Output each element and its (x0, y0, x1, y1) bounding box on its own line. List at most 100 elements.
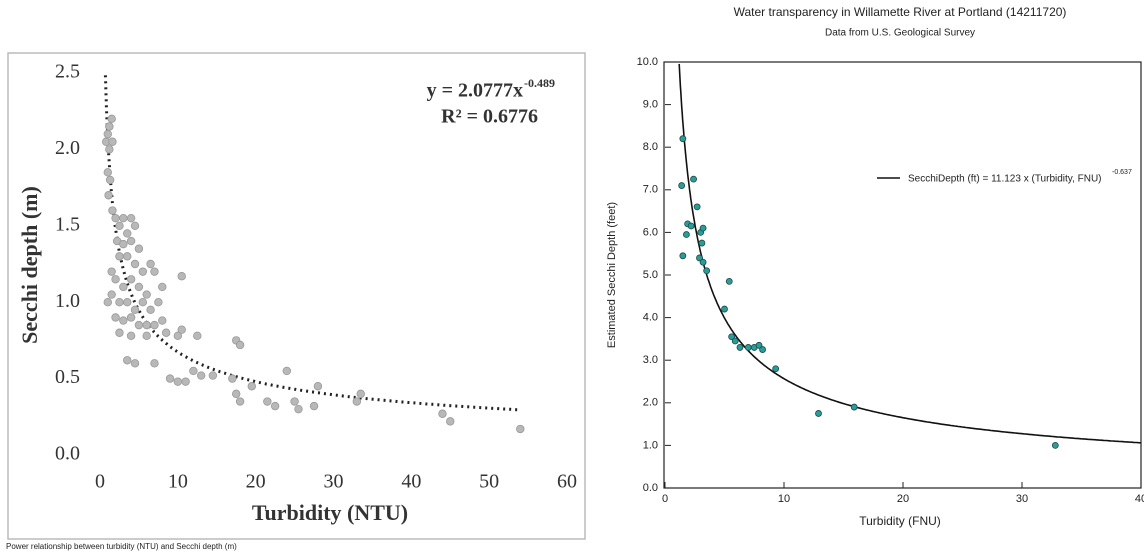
data-point (111, 275, 120, 284)
data-point (721, 305, 728, 313)
data-point (516, 424, 525, 434)
data-point (698, 239, 706, 247)
data-point (693, 203, 701, 211)
r-squared: R² = 0.6776 (441, 106, 538, 128)
plot-frame (663, 61, 1142, 489)
data-point (290, 397, 299, 406)
data-point (142, 331, 151, 341)
data-point (107, 290, 116, 299)
data-point (196, 371, 206, 380)
data-point (699, 258, 707, 266)
y-tick-label: 3.0 (643, 354, 658, 366)
data-point (772, 365, 780, 373)
data-point (111, 213, 120, 223)
data-point (313, 382, 323, 391)
x-tick-label: 0 (95, 471, 105, 493)
y-tick-label: 0.5 (55, 366, 80, 388)
data-point (146, 259, 155, 269)
data-point (115, 252, 124, 261)
data-point (235, 340, 245, 350)
data-point (703, 267, 711, 275)
data-point (150, 320, 159, 330)
data-point (158, 316, 167, 325)
data-point (161, 328, 171, 337)
data-point (309, 401, 319, 411)
y-tick-label: 8.0 (643, 141, 658, 153)
data-point (247, 382, 256, 391)
x-tick-label: 40 (1135, 493, 1144, 505)
x-tick-label: 30 (1016, 493, 1028, 505)
y-axis-label: Secchi depth (m) (17, 186, 42, 344)
data-point (173, 331, 183, 341)
y-tick-label: 1.0 (55, 290, 80, 312)
data-point (119, 282, 128, 292)
x-tick-label: 20 (897, 493, 909, 505)
data-point (126, 213, 136, 223)
data-point (150, 267, 159, 276)
data-point (123, 252, 132, 261)
data-point (107, 267, 116, 276)
data-point (105, 145, 114, 154)
y-tick-label: 2.0 (55, 137, 80, 159)
data-point (154, 298, 163, 307)
fit-curve (678, 63, 1142, 444)
data-point (126, 236, 136, 246)
data-point (177, 272, 186, 281)
data-point (108, 206, 117, 215)
data-point (134, 320, 144, 330)
x-tick-label: 50 (479, 471, 499, 493)
y-tick-label: 9.0 (643, 99, 658, 111)
x-tick-label: 10 (778, 493, 790, 505)
data-point (744, 344, 752, 351)
data-point (173, 377, 183, 386)
x-axis-label: Turbidity (NTU) (252, 500, 408, 525)
x-tick-label: 20 (246, 471, 266, 493)
data-point (111, 313, 120, 322)
chart-subtitle: Data from U.S. Geological Survey (825, 28, 975, 39)
data-point (699, 224, 707, 232)
data-point (115, 328, 124, 337)
data-point (142, 320, 151, 330)
data-point (103, 129, 112, 139)
data-point (123, 229, 132, 238)
data-point (356, 389, 365, 399)
data-point (294, 404, 303, 414)
equation-exponent: -0.489 (524, 76, 555, 90)
y-axis-label: Estimated Secchi Depth (feet) (606, 202, 618, 348)
data-point (731, 337, 739, 345)
chart-title: Water transparency in Willamette River a… (734, 5, 1067, 19)
data-point (282, 366, 291, 376)
y-tick-label: 0.0 (55, 443, 80, 465)
data-point (263, 397, 272, 406)
data-point (189, 366, 198, 376)
data-point (208, 371, 218, 380)
data-point (232, 389, 241, 399)
fit-curve (103, 75, 520, 412)
x-axis-label: Turbidity (FNU) (859, 514, 941, 528)
data-point (103, 298, 112, 307)
data-point (1051, 441, 1059, 449)
data-point (134, 244, 144, 253)
x-tick-label: 40 (401, 471, 421, 493)
legend-label: SecchiDepth (ft) = 11.123 x (Turbidity, … (908, 174, 1102, 185)
x-tick-label: 0 (662, 493, 668, 505)
data-point (130, 259, 140, 269)
data-point (123, 356, 132, 365)
data-point (446, 417, 455, 426)
data-point (123, 298, 132, 307)
data-point (815, 410, 822, 417)
y-tick-label: 2.5 (55, 61, 80, 83)
data-point (142, 290, 151, 299)
y-tick-label: 5.0 (643, 269, 658, 281)
data-point (850, 403, 858, 411)
y-tick-label: 10.0 (637, 56, 658, 68)
data-point (115, 298, 124, 307)
y-tick-label: 6.0 (643, 226, 658, 238)
data-point (150, 359, 159, 368)
data-point (687, 222, 695, 230)
data-point (438, 409, 447, 418)
data-point (235, 397, 245, 406)
data-point (165, 374, 175, 383)
data-point (138, 298, 148, 307)
